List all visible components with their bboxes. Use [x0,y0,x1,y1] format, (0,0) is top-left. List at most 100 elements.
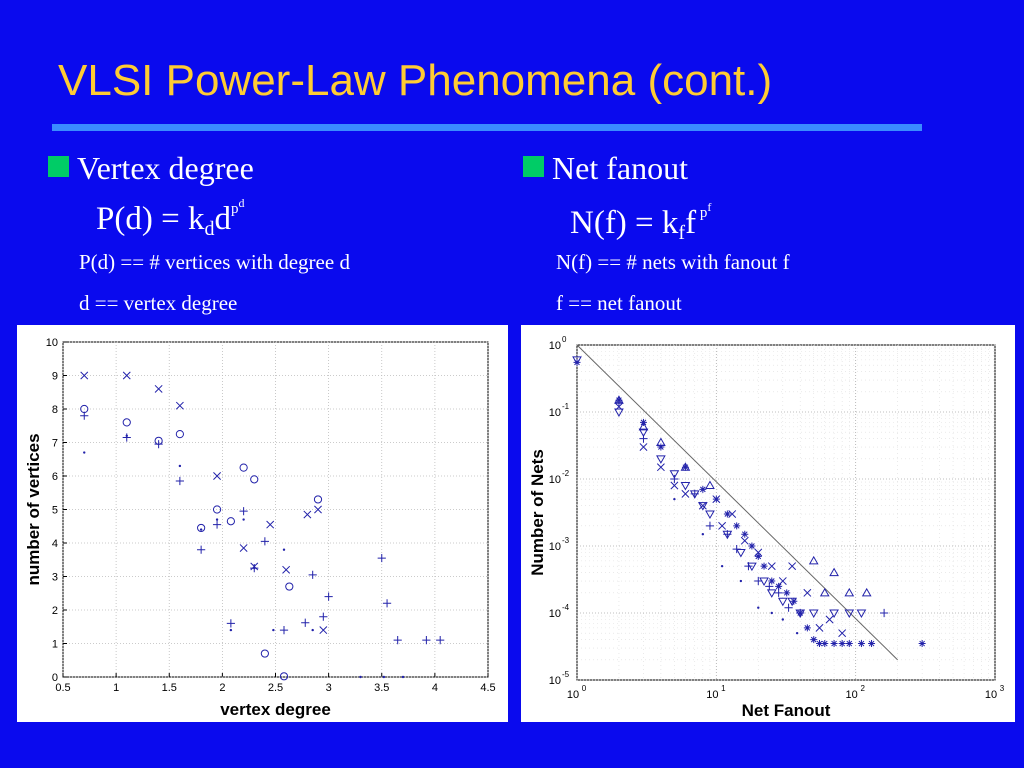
y-tick-exponent: 0 [562,335,567,344]
data-point-x [681,489,690,498]
data-point-dot [757,606,760,609]
data-point-triangle-down [656,455,666,464]
data-point-circle [260,649,269,658]
slide-title: VLSI Power-Law Phenomena (cont.) [58,56,773,105]
formula-vertex-degree: P(d) = kddpd [96,196,244,241]
data-point-x [718,521,727,530]
x-tick-label: 1.5 [162,682,177,694]
y-axis-label: number of vertices [24,433,43,585]
data-point-circle [212,505,222,514]
y-tick-label: 6 [52,471,58,483]
y-axis-label: Number of Nets [528,449,547,576]
data-point-asterisk [815,640,823,648]
x-tick-label: 3 [326,682,332,694]
data-point-asterisk [796,609,804,617]
data-point-asterisk [573,358,581,366]
x-tick-label: 3.5 [374,682,389,694]
data-point-plus [239,507,248,516]
data-point-plus [175,476,184,486]
x-tick-label: 10 [567,689,579,701]
data-point-triangle-up [808,555,819,565]
data-point-dot [795,631,799,635]
data-point-triangle-up [638,421,649,431]
data-point-circle [250,475,259,484]
data-point-x [122,371,131,380]
chart-panel-right: 10 0 10 1 10 2 10 3 10 -5 10 -4 10 -3 10 -2 10 -1 10 0 Net F… [521,325,1015,722]
data-point-x [319,626,328,635]
data-point-triangle-down [829,609,839,619]
x-axis-label: vertex degree [220,700,331,719]
x-tick-label: 2.5 [268,682,283,694]
vertex-degree-scatter-chart: 0.5 1 1.5 2 2.5 3 3.5 4 4.5 0 1 2 3 4 5 6 7 8 9 10 vertex de… [24,337,496,719]
y-tick-exponent: -5 [562,670,570,679]
data-point-plus [393,636,402,645]
data-point-dot [770,611,773,615]
y-tick-label: 5 [52,505,58,517]
y-tick-label: 7 [52,438,58,450]
data-point-plus [732,544,741,554]
title-rule [52,124,922,131]
data-point-plus [377,553,386,563]
chart-panel-left: 0.5 1 1.5 2 2.5 3 3.5 4 4.5 0 1 2 3 4 5 6 7 8 9 10 vertex de… [17,325,508,722]
data-point-plus [212,520,222,529]
data-point-plus [723,530,732,539]
data-point-asterisk [803,624,811,632]
y-tick-exponent: -4 [562,603,570,612]
data-point-asterisk [775,582,783,590]
data-point-triangle-down [638,428,649,438]
y-tick-label: 10 [549,541,561,553]
data-point-plus [754,576,763,586]
formula-net-fanout: N(f) = kff pf [570,200,711,245]
data-point-x [656,463,665,472]
data-point-x [767,562,776,571]
data-point-asterisk [657,443,665,451]
data-point-asterisk [760,562,768,570]
data-point-triangle-down [697,502,708,511]
data-point-plus [301,618,310,627]
data-point-triangle-down [736,548,746,558]
data-point-circle [226,517,235,526]
note-left-2: d == vertex degree [79,291,238,315]
data-point-plus [422,636,431,645]
data-point-circle [279,672,289,681]
data-point-plus [319,612,328,621]
data-point-dot [199,528,203,531]
data-point-asterisk [754,552,762,560]
data-point-plus [670,474,679,484]
data-point-dot [282,548,286,551]
data-point-dot [673,497,676,501]
formula-exp: pf [699,200,712,221]
data-point-triangle-down [680,481,691,491]
data-point-x [803,588,812,597]
data-point-plus [260,537,269,546]
x-tick-label: 0.5 [55,682,70,694]
data-point-x [815,623,824,632]
x-tick-label: 10 [706,689,718,701]
data-point-triangle-up [861,587,872,597]
note-right-2: f == net fanout [556,291,682,315]
data-point-asterisk [768,577,776,585]
data-point-asterisk [838,640,846,648]
data-point-asterisk [741,530,749,538]
x-tick-label: 10 [846,689,858,701]
y-tick-label: 1 [52,639,58,651]
data-point-plus [382,599,392,608]
plot-area [576,344,996,681]
formula-sub: d [204,218,215,240]
data-point-asterisk [681,463,689,471]
data-point-circle [239,463,248,472]
data-point-triangle-down [808,609,819,619]
data-point-x [670,481,679,490]
data-point-triangle-down [705,510,715,520]
formula-lhs: N(f) = k [570,205,679,241]
y-tick-label: 2 [52,605,58,617]
x-tick-exponent: 3 [1000,684,1005,693]
note-right-1: N(f) == # nets with fanout f [556,250,790,274]
data-point-asterisk [790,597,798,605]
data-point-dot [382,675,386,679]
data-point-plus [784,603,793,612]
bullet-square-icon [48,156,69,177]
data-point-asterisk [918,640,926,648]
data-point-asterisk [733,522,741,530]
bullet-label: Vertex degree [77,150,254,186]
